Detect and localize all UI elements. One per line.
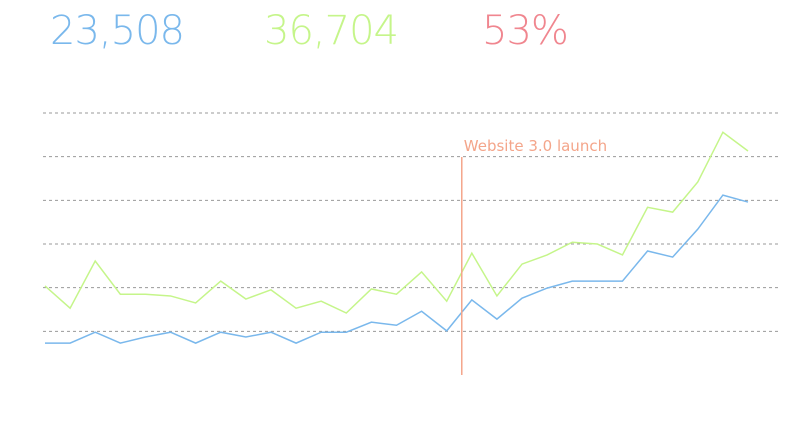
- annotation-label: Website 3.0 launch: [464, 137, 607, 155]
- stat-value: 36,704: [264, 8, 399, 54]
- stats: 23,508 36,704 53%: [0, 0, 785, 70]
- series-line: [44, 131, 749, 314]
- stat-value: 53%: [482, 8, 569, 54]
- series-line: [45, 194, 749, 344]
- stat-value: 23,508: [50, 8, 185, 54]
